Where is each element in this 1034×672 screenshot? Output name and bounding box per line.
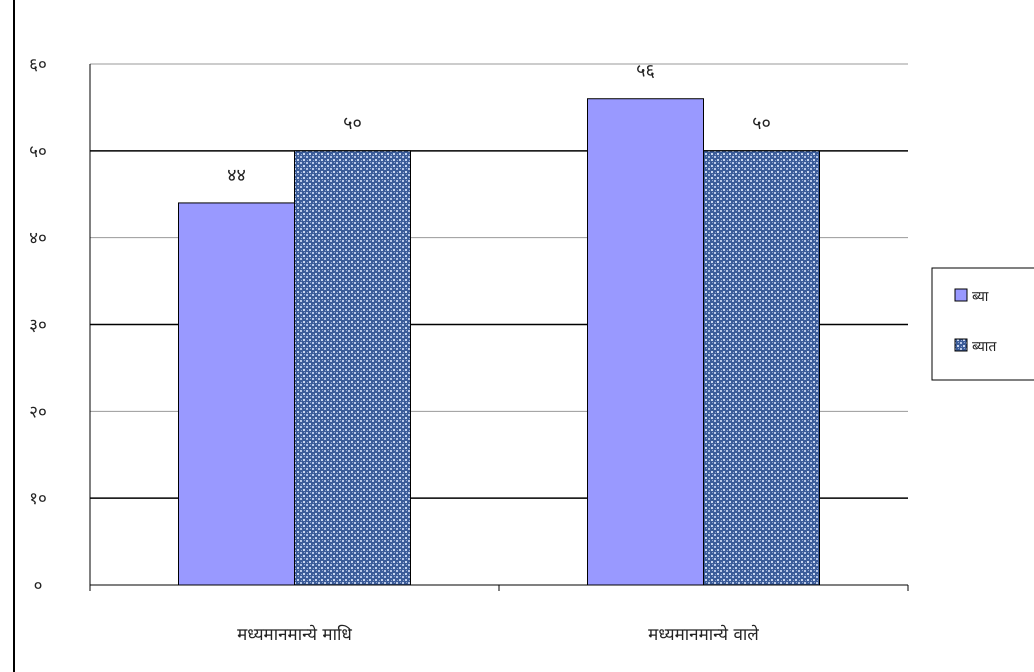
y-tick-label: ० <box>34 576 43 596</box>
y-tick-label: ५० <box>29 142 47 162</box>
y-tick-label: ४० <box>29 229 47 249</box>
y-tick-label: १० <box>29 489 47 509</box>
y-tick-label: ३० <box>29 316 47 336</box>
bar-2-2 <box>703 150 820 586</box>
bar-1-1 <box>178 202 295 586</box>
legend-box <box>931 267 1034 381</box>
legend-label: ब्या <box>972 289 989 305</box>
data-label: ४४ <box>227 165 246 186</box>
category-label: मध्यमानमान्ये वाले <box>648 624 759 645</box>
legend-swatch <box>954 338 968 352</box>
bars <box>178 98 820 586</box>
category-labels: मध्यमानमान्ये माधि मध्यमानमान्ये वाले <box>237 624 759 645</box>
legend-label: ब्यात <box>972 339 997 355</box>
data-label: ५६ <box>636 61 655 82</box>
data-labels: ४४ ५० ५६ ५० <box>227 61 771 186</box>
legend: ब्या ब्यात <box>931 267 1034 381</box>
y-tick-labels: ० १० २० ३० ४० ५० ६० <box>29 55 47 596</box>
bar-2-1 <box>294 150 411 586</box>
category-label: मध्यमानमान्ये माधि <box>237 624 352 645</box>
y-tick-label: २० <box>29 402 47 422</box>
data-label: ५० <box>752 113 771 134</box>
y-tick-label: ६० <box>29 55 47 75</box>
data-label: ५० <box>343 113 362 134</box>
legend-swatch <box>954 288 968 302</box>
bar-1-2 <box>587 98 704 586</box>
